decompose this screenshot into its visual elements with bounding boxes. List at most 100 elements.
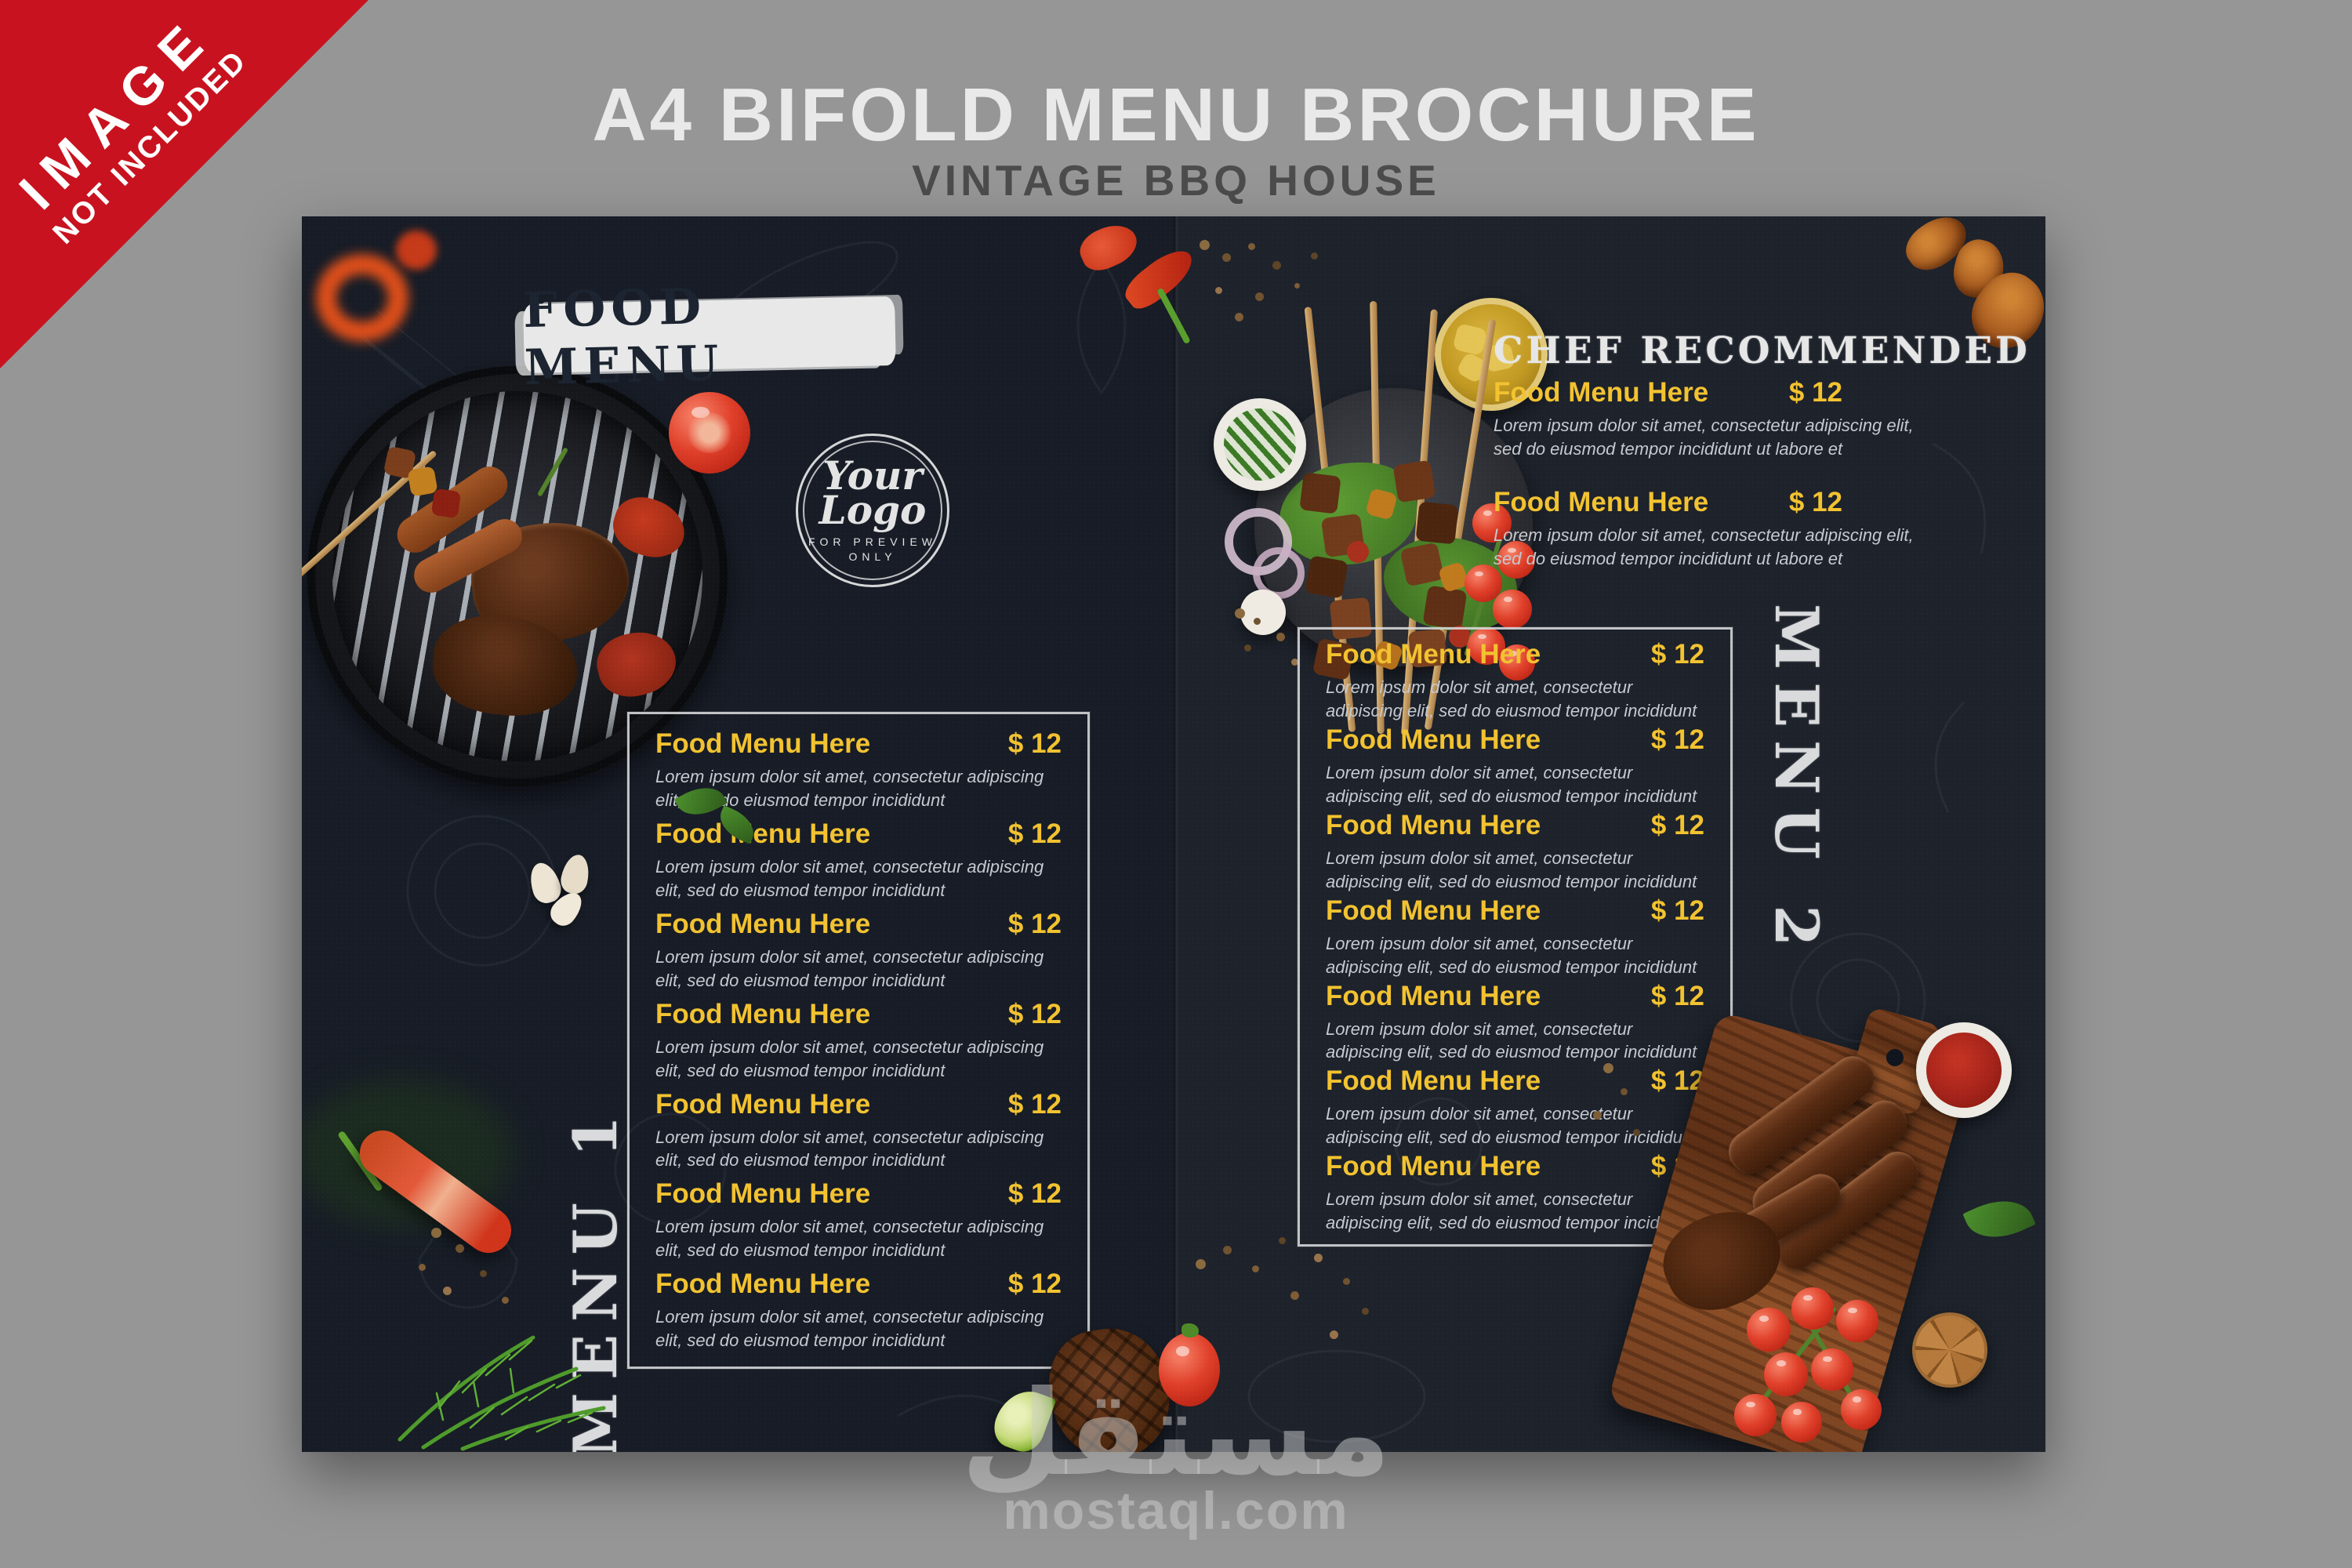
cherry-tomato-icon [1734,1394,1777,1436]
kebab-meat-icon [1399,542,1445,587]
cherry-tomato-icon [1791,1287,1834,1330]
roasted-garlic-icon [1912,1312,1987,1388]
logo-tagline2: ONLY [848,550,897,563]
menu2-side-label: MENU 2 [1762,604,1831,960]
cream-dip-icon [1240,590,1286,635]
chef-item-name: Food Menu Here [1494,377,1709,408]
chef-item-row: Food Menu Here $ 12 [1494,377,1842,408]
cherry-tomato-icon [1811,1348,1853,1391]
menu-item-name: Food Menu Here [655,998,871,1029]
menu-item-name: Food Menu Here [655,909,871,940]
menu-item-row: Food Menu Here $ 12 [655,909,1062,940]
chili-pepper-icon [1074,217,1143,277]
cherry-tomato-icon [1747,1308,1791,1352]
menu-item-description: Lorem ipsum dolor sit amet, consectetur … [655,947,1044,990]
ketchup-icon [1926,1033,2002,1108]
kebab-meat-icon [1422,585,1468,630]
logo-line1: Your [822,452,923,499]
menu-item-row: Food Menu Here $ 12 [1326,981,1704,1012]
menu-item-row: Food Menu Here $ 12 [1326,895,1704,927]
menu-item: Food Menu Here $ 12 Lorem ipsum dolor si… [655,999,1062,1082]
menu-item: Food Menu Here $ 12 Lorem ipsum dolor si… [655,818,1062,902]
menu-item-description: Lorem ipsum dolor sit amet, consectetur … [655,857,1044,900]
chef-item: Food Menu Here $ 12 Lorem ipsum dolor si… [1494,377,1933,460]
menu-item-price: $ 12 [1650,980,1704,1011]
menu1-box: Food Menu Here $ 12 Lorem ipsum dolor si… [627,712,1090,1369]
chef-item-description: Lorem ipsum dolor sit amet, consectetur … [1494,416,1914,459]
menu-item-name: Food Menu Here [1326,724,1541,756]
handle-hole-icon [1886,1049,1904,1066]
menu-item-row: Food Menu Here $ 12 [1326,724,1704,756]
green-onion-bowl-icon [1214,398,1306,491]
garlic-cloves-icon [524,852,614,931]
menu-item: Food Menu Here $ 12 Lorem ipsum dolor si… [1326,895,1704,978]
peppercorns-icon [1196,1259,1206,1269]
menu-item-description: Lorem ipsum dolor sit amet, consectetur … [1326,933,1697,977]
menu-item-name: Food Menu Here [655,1269,871,1300]
green-onion-icon [1224,408,1296,481]
menu-item-price: $ 12 [1007,1088,1062,1120]
menu-item-price: $ 12 [1007,998,1062,1029]
menu-item-row: Food Menu Here $ 12 [655,728,1062,760]
menu-item-row: Food Menu Here $ 12 [1326,810,1704,841]
chef-recommended-heading: CHEF RECOMMENDED [1494,329,2031,372]
kebab-meat-icon [1415,501,1459,545]
chef-item-description: Lorem ipsum dolor sit amet, consectetur … [1494,525,1914,569]
cherry-tomato-icon [1499,644,1535,681]
menu-item-price: $ 12 [1007,909,1062,940]
menu-item-row: Food Menu Here $ 12 [655,1178,1062,1210]
menu-item-description: Lorem ipsum dolor sit amet, consectetur … [1326,763,1697,806]
menu-item: Food Menu Here $ 12 Lorem ipsum dolor si… [655,1178,1062,1261]
menu-item-description: Lorem ipsum dolor sit amet, consectetur … [1326,1189,1697,1232]
menu-item-name: Food Menu Here [1326,810,1541,841]
menu-item-name: Food Menu Here [1326,1065,1541,1097]
menu-item: Food Menu Here $ 12 Lorem ipsum dolor si… [1326,1065,1704,1149]
kebab-meat-icon [1299,472,1341,514]
cherry-tomato-icon [1497,541,1535,579]
cherry-tomato-icon [1493,590,1532,629]
cherry-tomato-icon [1781,1402,1822,1443]
menu-item-row: Food Menu Here $ 12 [655,1269,1062,1300]
mostaql-site-text: mostaql.com [1003,1481,1349,1541]
menu-item-description: Lorem ipsum dolor sit amet, consectetur … [655,1036,1044,1080]
menu-item-name: Food Menu Here [655,818,871,850]
menu-item-description: Lorem ipsum dolor sit amet, consectetur … [655,767,1044,811]
menu-item: Food Menu Here $ 12 Lorem ipsum dolor si… [655,1269,1062,1352]
menu-item-name: Food Menu Here [655,1088,871,1120]
cherry-tomato-icon [1836,1300,1878,1342]
menu-item-price: $ 12 [1007,728,1062,760]
menu-item-row: Food Menu Here $ 12 [655,818,1062,850]
menu-item-description: Lorem ipsum dolor sit amet, consectetur … [1326,1018,1697,1062]
cherry-tomato-icon [1465,564,1502,602]
logo-inner-ring: Your Logo FOR PREVIEW ONLY [803,441,942,580]
chef-item-price: $ 12 [1788,487,1842,518]
food-menu-brush: FOOD MENU [523,278,896,396]
tomato-piece-icon [1347,541,1369,563]
menu-item-name: Food Menu Here [1326,1151,1541,1182]
tomato-half-icon [1159,1333,1220,1406]
cherry-tomato-icon [1472,503,1512,543]
chef-item-price: $ 12 [1788,377,1842,408]
menu-item: Food Menu Here $ 12 Lorem ipsum dolor si… [1326,981,1704,1064]
ketchup-bowl-icon [1916,1022,2012,1118]
menu-item-row: Food Menu Here $ 12 [1326,639,1704,670]
pickle-glass-icon [1435,298,1548,411]
page-title: A4 BIFOLD MENU BROCHURE [592,73,1760,157]
chef-recommended-list: Food Menu Here $ 12 Lorem ipsum dolor si… [1494,377,1933,597]
blurred-tomato-small-icon [396,230,437,270]
blurred-tomato-icon [316,254,408,342]
menu-item-price: $ 12 [1007,1269,1062,1300]
food-menu-title: FOOD MENU [522,278,725,396]
logo-line2: Logo [818,486,927,533]
kebab-meat-icon [1305,555,1348,599]
chef-item: Food Menu Here $ 12 Lorem ipsum dolor si… [1494,487,1933,570]
menu-item-price: $ 12 [1650,639,1704,670]
garlic-clove-icon [558,852,593,896]
chef-item-row: Food Menu Here $ 12 [1494,487,1842,518]
menu-item: Food Menu Here $ 12 Lorem ipsum dolor si… [655,1089,1062,1172]
menu-item-description: Lorem ipsum dolor sit amet, consectetur … [655,1127,1044,1171]
menu-item-description: Lorem ipsum dolor sit amet, consectetur … [655,1217,1044,1261]
chef-item-name: Food Menu Here [1494,487,1709,518]
menu-item-price: $ 12 [1650,810,1704,841]
peppercorns-icon [431,1228,441,1238]
